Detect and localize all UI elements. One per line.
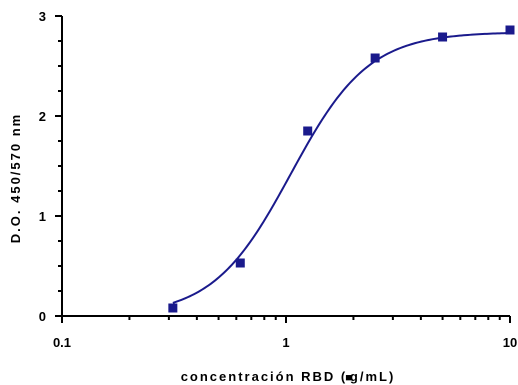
y-axis-label: D.O. 450/570 nm xyxy=(8,113,23,243)
data-point xyxy=(303,126,313,136)
x-axis-label-symbol: ■ xyxy=(345,372,354,384)
data-point xyxy=(438,32,448,42)
x-tick-label: 1 xyxy=(282,335,289,350)
axes: 0 1 2 3 0.1 1 10 xyxy=(39,9,517,350)
data-point xyxy=(168,303,178,313)
x-ticks: 0.1 1 10 xyxy=(53,316,517,350)
y-ticks: 0 1 2 3 xyxy=(39,9,62,324)
x-axis-label: concentración RBD (■g/mL) xyxy=(181,369,396,384)
data-points xyxy=(168,25,515,313)
x-tick-label: 10 xyxy=(503,335,517,350)
data-point xyxy=(505,25,515,35)
x-tick-label: 0.1 xyxy=(53,335,71,350)
y-tick-label: 0 xyxy=(39,309,46,324)
y-tick-label: 1 xyxy=(39,209,46,224)
fit-curve xyxy=(172,32,511,304)
x-axis-label-unit: g/mL) xyxy=(350,369,395,384)
data-point xyxy=(370,53,380,63)
x-axis-label-text: concentración RBD ( xyxy=(181,369,348,384)
y-tick-label: 3 xyxy=(39,9,46,24)
data-point xyxy=(235,258,245,268)
y-tick-label: 2 xyxy=(39,109,46,124)
